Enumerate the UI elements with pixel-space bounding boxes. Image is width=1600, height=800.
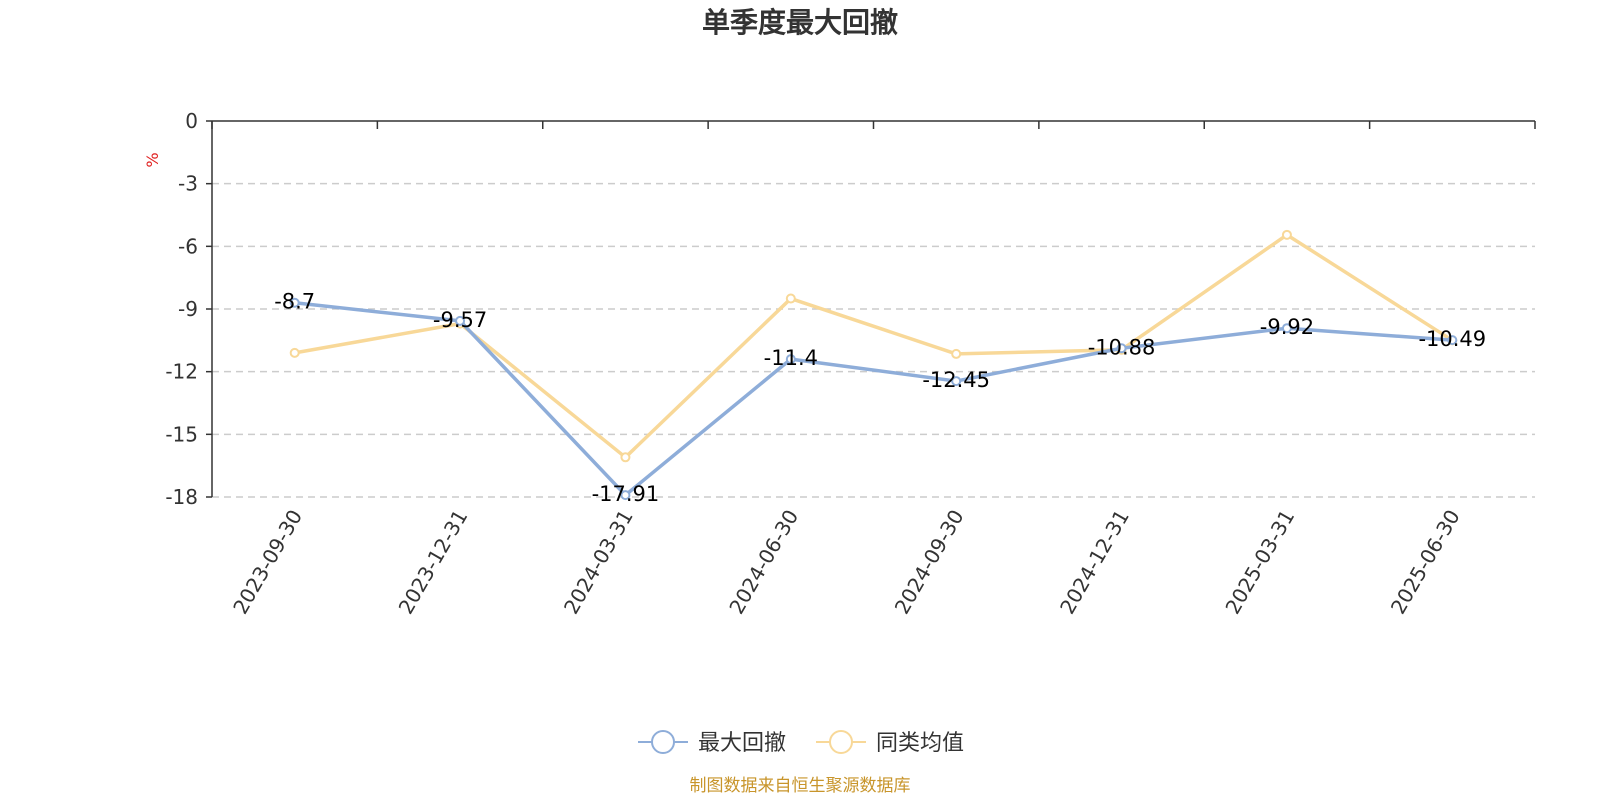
data-labels: -8.7 -9.57 -17.91 -11.4 -12.45 -10.88 -9.92 -10… xyxy=(274,290,1486,506)
data-label: -9.92 xyxy=(1260,315,1314,339)
series-line-0 xyxy=(294,300,1453,497)
legend-marker-icon xyxy=(651,730,675,754)
series-0-point[interactable] xyxy=(455,315,466,326)
series-0-point[interactable] xyxy=(951,376,962,387)
legend-label: 同类均值 xyxy=(876,731,964,756)
series-1-point[interactable] xyxy=(289,347,300,358)
y-tick-label: -18 xyxy=(165,485,198,509)
x-tick-label: 2024-03-31 xyxy=(559,506,638,619)
series-0-point[interactable] xyxy=(785,354,796,365)
chart-title: 单季度最大回撤 xyxy=(702,6,898,39)
data-label: -8.7 xyxy=(274,290,315,314)
x-tick-label: 2023-09-30 xyxy=(228,506,307,619)
series-1-point[interactable] xyxy=(951,348,962,359)
data-label: -11.4 xyxy=(764,346,818,370)
x-tick-label: 2024-06-30 xyxy=(724,506,803,619)
x-tick-label: 2025-06-30 xyxy=(1386,506,1465,619)
series-0-point[interactable] xyxy=(289,297,300,308)
data-label: -10.49 xyxy=(1418,327,1486,351)
series-0-point[interactable] xyxy=(1116,343,1127,354)
series-1-point[interactable] xyxy=(1281,229,1292,240)
x-tick-label: 2023-12-31 xyxy=(393,506,472,619)
data-source-note: 制图数据来自恒生聚源数据库 xyxy=(690,776,911,796)
series-1-point[interactable] xyxy=(620,452,631,463)
data-label: -12.45 xyxy=(922,368,990,392)
y-tick-label: 0 xyxy=(185,109,198,133)
y-tick-label: -6 xyxy=(178,234,198,258)
legend-marker-icon xyxy=(829,730,853,754)
series-lines xyxy=(289,229,1458,501)
data-label: -10.88 xyxy=(1088,335,1156,359)
legend-item-1[interactable]: 同类均值 xyxy=(816,730,964,756)
y-tick-label: -3 xyxy=(178,172,198,196)
grid-lines xyxy=(212,182,1535,498)
y-axis-unit-label: % xyxy=(143,152,162,167)
data-label: -9.57 xyxy=(433,308,487,332)
legend[interactable]: 最大回撤 同类均值 xyxy=(638,730,964,756)
y-tick-label: -12 xyxy=(165,360,198,384)
legend-label: 最大回撤 xyxy=(698,731,786,756)
series-1-point[interactable] xyxy=(785,293,796,304)
data-label: -17.91 xyxy=(592,482,660,506)
legend-item-0[interactable]: 最大回撤 xyxy=(638,730,786,756)
x-tick-label: 2024-09-30 xyxy=(890,506,969,619)
series-0-point[interactable] xyxy=(1447,335,1458,346)
axes: 0 -3 -6 -9 -12 -15 -18 2023-09-30 2023-12-31 2024… xyxy=(165,109,1536,619)
series-0-point[interactable] xyxy=(620,490,631,501)
x-tick-label: 2024-12-31 xyxy=(1055,506,1134,619)
series-0-point[interactable] xyxy=(1281,323,1292,334)
series-line-1 xyxy=(294,233,1454,460)
x-tick-label: 2025-03-31 xyxy=(1220,506,1299,619)
y-tick-label: -9 xyxy=(178,297,198,321)
y-tick-label: -15 xyxy=(165,422,198,446)
